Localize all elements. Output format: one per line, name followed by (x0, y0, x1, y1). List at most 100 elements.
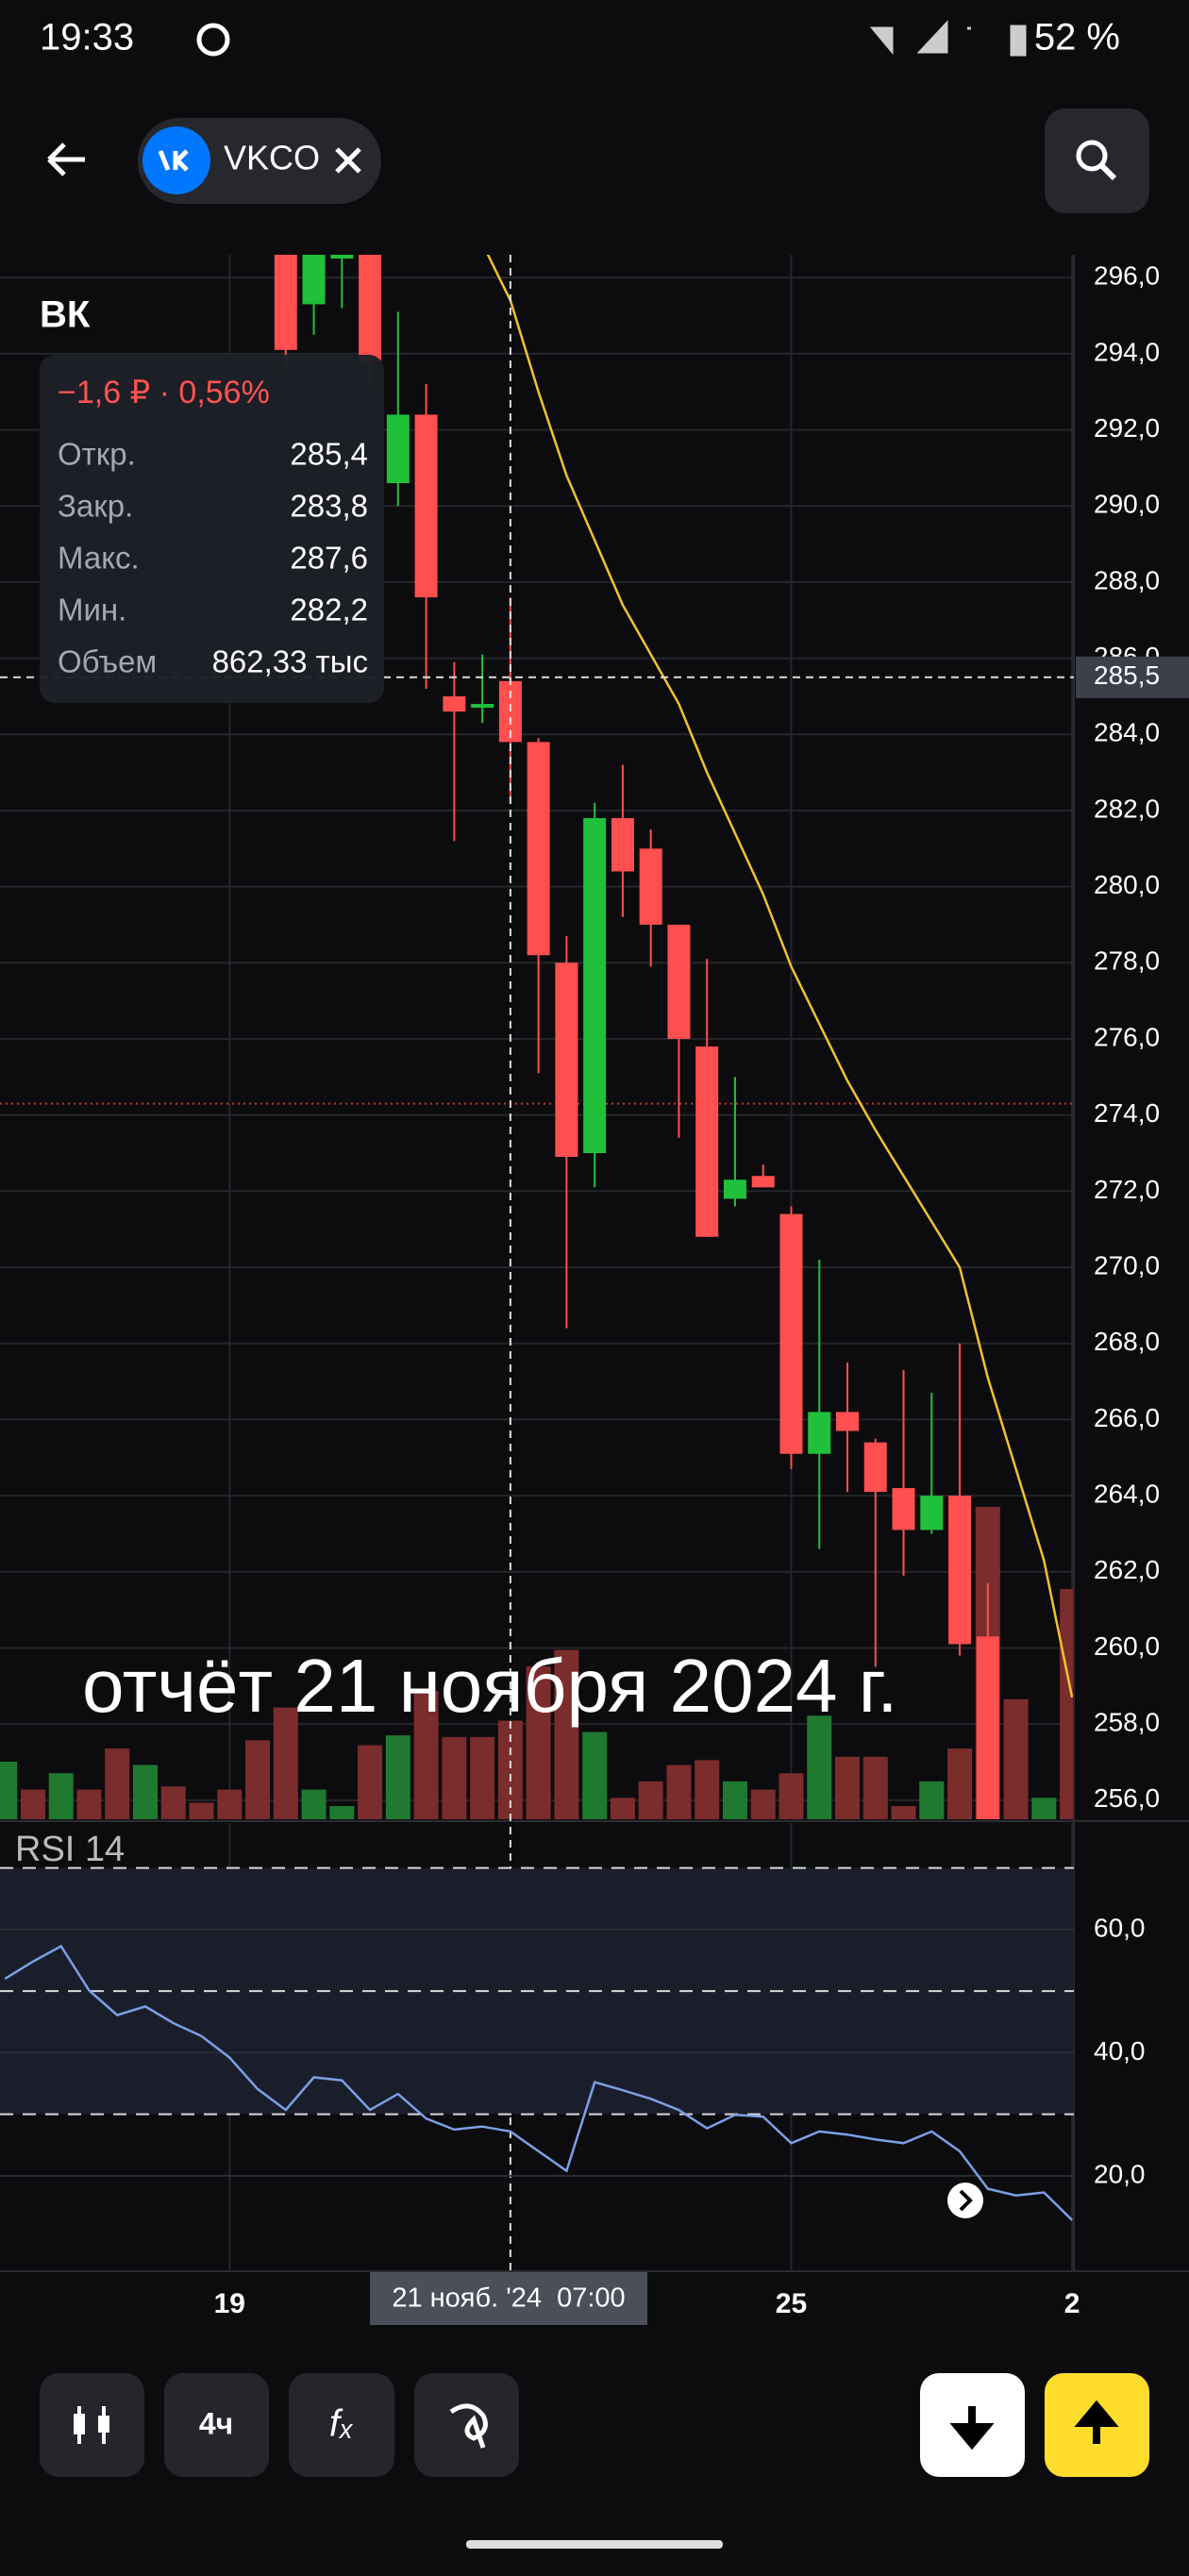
candle-body (359, 255, 382, 361)
candle-body (667, 924, 691, 1040)
y-tick-label: 292,0 (1094, 413, 1160, 443)
candle-body (779, 1213, 803, 1454)
interval: 4ч (199, 2406, 233, 2440)
y-tick-label: 60,0 (1094, 1913, 1146, 1942)
volume-bar (638, 1781, 663, 1819)
candle-body (386, 414, 410, 484)
info-label: Объем (58, 644, 157, 679)
volume-bar (750, 1789, 776, 1819)
info-value: 287,6 (290, 541, 368, 576)
y-tick-label: 40,0 (1094, 2036, 1146, 2066)
chart-type-icon (74, 2414, 85, 2434)
candle-body (892, 1488, 915, 1531)
chart-type-icon (98, 2416, 109, 2433)
y-tick-label: 280,0 (1094, 870, 1160, 899)
volume-bar (862, 1756, 888, 1819)
search-icon-handle (1098, 162, 1117, 181)
volume-bar (1003, 1698, 1029, 1819)
drawing-icon (449, 2403, 488, 2449)
y-tick-label: 288,0 (1094, 565, 1160, 594)
volume-bar (779, 1773, 804, 1819)
candle-body (751, 1176, 775, 1188)
y-tick-label: 282,0 (1094, 794, 1160, 823)
volume-bar (245, 1740, 271, 1819)
volume-bar (554, 1649, 579, 1819)
volume-bar (919, 1781, 945, 1819)
back-button[interactable] (47, 142, 85, 176)
home-indicator (466, 2540, 723, 2549)
indicators: fₓ (329, 2403, 354, 2445)
info-change: −1,6 ₽ · 0,56% (58, 375, 270, 410)
volume-bar (1060, 1589, 1074, 1819)
status-icons (869, 20, 1027, 57)
search-button[interactable] (1045, 109, 1149, 213)
y-tick-label: 284,0 (1094, 718, 1160, 747)
candle-body (976, 1636, 999, 1819)
y-tick-label: 296,0 (1094, 261, 1160, 291)
info-label: Макс. (58, 541, 140, 576)
volume-bar (526, 1666, 551, 1819)
y-tick-label: 268,0 (1094, 1327, 1160, 1356)
status-icon (196, 23, 230, 57)
candle-body (863, 1442, 887, 1493)
info-value: 862,33 тыс (212, 644, 368, 679)
info-box (40, 355, 384, 703)
volume-bar (160, 1786, 186, 1819)
volume-bar (695, 1760, 720, 1819)
volume-bar (189, 1802, 214, 1819)
volume-bar (301, 1789, 327, 1819)
y-tick-label: 294,0 (1094, 337, 1160, 366)
instrument-title: ВК (40, 294, 91, 336)
volume-bar (891, 1806, 916, 1819)
volume-bar (133, 1765, 158, 1819)
x-tick-label: 19 (214, 2288, 245, 2319)
y-tick-label: 274,0 (1094, 1098, 1160, 1128)
candle-body (302, 255, 326, 305)
status-battery: 52 % (1034, 17, 1120, 59)
volume-bar (582, 1731, 608, 1819)
volume-bar (835, 1756, 860, 1819)
candle-body (527, 742, 550, 956)
info-label: Закр. (58, 489, 133, 524)
candle-body (611, 818, 634, 872)
annotation: отчёт 21 ноября 2024 г. (82, 1644, 897, 1728)
indicators-button[interactable] (289, 2373, 394, 2477)
chart-type-button[interactable] (40, 2373, 144, 2477)
vk-logo-mark (158, 149, 189, 172)
candle-body (274, 255, 297, 350)
y-tick-label: 256,0 (1094, 1783, 1160, 1813)
scroll-icon (959, 2189, 973, 2212)
y-tick-label: 290,0 (1094, 490, 1160, 519)
volume-bar (48, 1773, 74, 1819)
candle-body (471, 704, 494, 709)
candle-body (583, 818, 607, 1154)
status-time: 19:33 (40, 17, 134, 59)
candle-body (836, 1412, 859, 1431)
crosshair-time: 21 нояб. '24 07:00 (392, 2283, 625, 2314)
volume-bar (1031, 1798, 1057, 1819)
candle-body (808, 1412, 831, 1454)
candle-body (948, 1496, 972, 1645)
y-tick-label: 278,0 (1094, 946, 1160, 976)
rsi-title: RSI 14 (15, 1830, 125, 1869)
scroll-button[interactable] (947, 2183, 983, 2218)
volume-bar (722, 1781, 747, 1819)
info-value: 282,2 (290, 593, 368, 627)
candle-body (443, 695, 466, 712)
close-chip[interactable] (335, 147, 361, 174)
volume-bar (273, 1707, 298, 1819)
crosshair-price-box (1076, 656, 1189, 698)
rsi-plot (0, 1823, 1074, 2271)
volume-bar (105, 1748, 130, 1819)
x-tick-label: 2 (1064, 2288, 1080, 2319)
volume-bar (442, 1736, 467, 1819)
price-plot (0, 255, 1074, 1819)
y-tick-label: 266,0 (1094, 1403, 1160, 1432)
info-label: Откр. (58, 437, 136, 472)
volume-bar (217, 1789, 243, 1819)
rsi-chart: 20,0 40,0 60,0 RSI 14 (0, 1823, 1146, 2271)
volume-bar (76, 1789, 102, 1819)
interval-button[interactable] (164, 2373, 269, 2477)
volume-bar (947, 1748, 973, 1819)
volume-bar (329, 1806, 355, 1819)
